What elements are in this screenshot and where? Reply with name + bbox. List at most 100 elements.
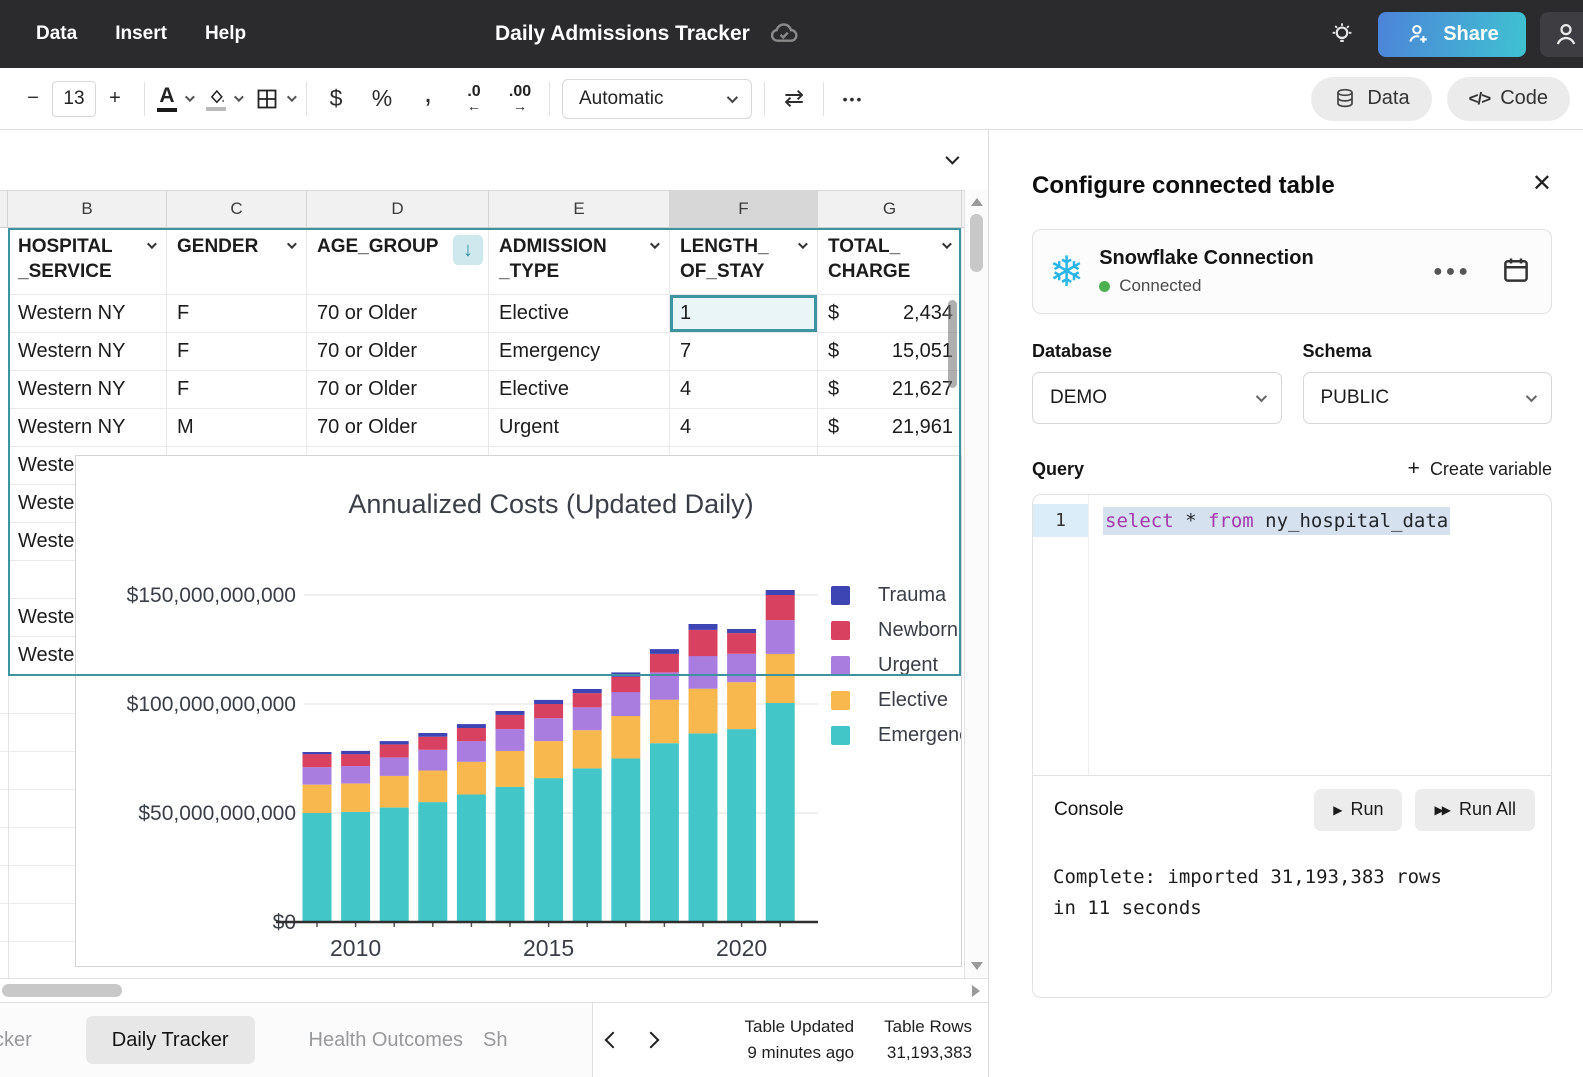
table-cell[interactable]: F [167,371,307,409]
table-cell[interactable]: 70 or Older [307,295,489,333]
chevron-down-icon [1525,390,1538,403]
column-menu-chevron-icon[interactable] [286,239,297,250]
create-variable-button[interactable]: + Create variable [1408,457,1552,481]
table-cell[interactable]: 7 [670,333,818,371]
table-column-header[interactable]: GENDER [167,228,307,295]
table-cell[interactable]: Western NY [8,371,167,409]
table-cell[interactable]: 70 or Older [307,371,489,409]
table-cell[interactable]: 4 [670,409,818,447]
column-header-C[interactable]: C [167,191,307,227]
horizontal-scrollbar[interactable] [0,978,988,1002]
table-column-header[interactable]: AGE_GROUP ↓ [307,228,489,295]
more-options-button[interactable]: ••• [836,79,870,119]
menu-insert[interactable]: Insert [115,23,167,44]
menu-help[interactable]: Help [204,23,247,44]
increase-decimals-button[interactable]: .00 → [503,79,537,119]
percent-format-button[interactable]: % [365,79,399,119]
font-size-decrease-button[interactable]: − [16,79,50,119]
run-button[interactable]: ▶ Run [1314,788,1403,831]
table-cell[interactable]: 70 or Older [307,409,489,447]
table-column-header[interactable]: LENGTH_ OF_STAY [670,228,818,295]
table-cell[interactable]: Western NY [8,409,167,447]
number-format-select[interactable]: Automatic [562,78,752,119]
table-cell[interactable]: $15,051 [818,333,962,371]
connection-card[interactable]: ❄ Snowflake Connection Connected ●●● [1032,229,1552,314]
column-header-G[interactable]: G [818,191,962,227]
scroll-up-arrow[interactable] [970,198,983,206]
horizontal-scroll-thumb[interactable] [2,984,122,997]
scroll-down-arrow[interactable] [971,962,983,970]
table-status-section: Table Updated 9 minutes ago Table Rows 3… [592,1003,988,1077]
column-header-F[interactable]: F [670,191,818,227]
column-menu-chevron-icon[interactable] [797,239,808,250]
sql-code-line[interactable]: select * from ny_hospital_data [1103,504,1551,537]
vertical-scrollbar[interactable] [964,190,988,978]
table-cell[interactable]: Urgent [489,409,670,447]
fill-color-button[interactable] [206,79,244,119]
table-cell[interactable]: Emergency [489,333,670,371]
table-cell[interactable]: 4 [670,371,818,409]
decrease-decimals-button[interactable]: .0 ← [457,79,491,119]
run-all-button[interactable]: ▶▶ Run All [1415,788,1535,831]
table-column-header[interactable]: HOSPITAL _SERVICE [8,228,167,295]
column-menu-chevron-icon[interactable] [649,239,660,250]
scroll-right-arrow[interactable] [972,985,980,997]
column-header-B[interactable]: B [8,191,167,227]
run-all-label: Run All [1458,799,1516,819]
table-cell[interactable]: F [167,295,307,333]
increase-decimals-icon: .00 → [508,83,532,114]
sql-editor: 1 select * from ny_hospital_data Console… [1032,494,1552,998]
font-size-increase-button[interactable]: + [98,79,132,119]
sheet-tab-cker[interactable]: cker [0,1028,32,1051]
table-cell[interactable]: F [167,333,307,371]
sheet-tab-daily-tracker[interactable]: Daily Tracker [85,1016,255,1064]
table-cell[interactable]: Western NY [8,333,167,371]
close-icon[interactable]: ✕ [1531,170,1552,197]
font-size-input[interactable]: 13 [52,80,96,117]
share-button[interactable]: Share [1378,11,1526,57]
feedback-lightbulb-button[interactable] [1320,12,1364,56]
schedule-button[interactable] [1501,255,1531,288]
borders-button[interactable] [255,79,297,119]
account-avatar-button[interactable] [1540,11,1583,57]
connection-more-button[interactable]: ●●● [1433,262,1471,280]
schema-select[interactable]: PUBLIC [1302,372,1552,424]
currency-format-button[interactable]: $ [319,79,353,119]
table-cell[interactable]: $21,627 [818,371,962,409]
sheet-tab-health-outcomes[interactable]: Health Outcomes [308,1028,464,1051]
column-menu-chevron-icon[interactable] [146,239,157,250]
sheet-tab-sh[interactable]: Sh [483,1028,508,1051]
database-select[interactable]: DEMO [1032,372,1282,424]
text-color-button[interactable]: A [157,79,195,119]
collapse-chevron-icon[interactable] [945,150,960,165]
configure-table-panel: Configure connected table ✕ ❄ Snowflake … [988,130,1583,1077]
sort-descending-icon[interactable]: ↓ [453,235,483,265]
table-cell[interactable]: M [167,409,307,447]
selected-cell[interactable]: 1 [670,295,818,333]
legend-swatch [831,620,850,640]
chart-panel[interactable]: $0 $50,000,000,000 $100,000,000,000 $150,00… [75,455,962,967]
table-updated-value: 9 minutes ago [747,1043,855,1062]
data-panel-button[interactable]: Data [1311,76,1432,121]
vertical-scroll-thumb[interactable] [970,214,983,272]
column-menu-chevron-icon[interactable] [941,239,952,250]
code-area[interactable]: 1 select * from ny_hospital_data [1033,495,1551,775]
swap-button[interactable]: ⇄ [777,79,811,119]
table-scroll-thumb[interactable] [948,300,957,388]
table-column-header[interactable]: TOTAL_ CHARGE [818,228,962,295]
prev-sheet-icon[interactable] [604,1031,622,1049]
table-cell[interactable]: Elective [489,295,670,333]
next-sheet-icon[interactable] [642,1031,660,1049]
table-cell[interactable]: Elective [489,371,670,409]
column-header-E[interactable]: E [489,191,670,227]
table-cell[interactable]: $21,961 [818,409,962,447]
table-cell[interactable]: 70 or Older [307,333,489,371]
column-header-D[interactable]: D [307,191,489,227]
comma-format-button[interactable]: , [411,76,445,119]
code-panel-button[interactable]: </> Code [1446,76,1570,121]
menu-data[interactable]: Data [36,23,78,44]
table-cell[interactable]: $2,434 [818,295,962,333]
table-cell[interactable]: Western NY [8,295,167,333]
table-column-header[interactable]: ADMISSION _TYPE [489,228,670,295]
